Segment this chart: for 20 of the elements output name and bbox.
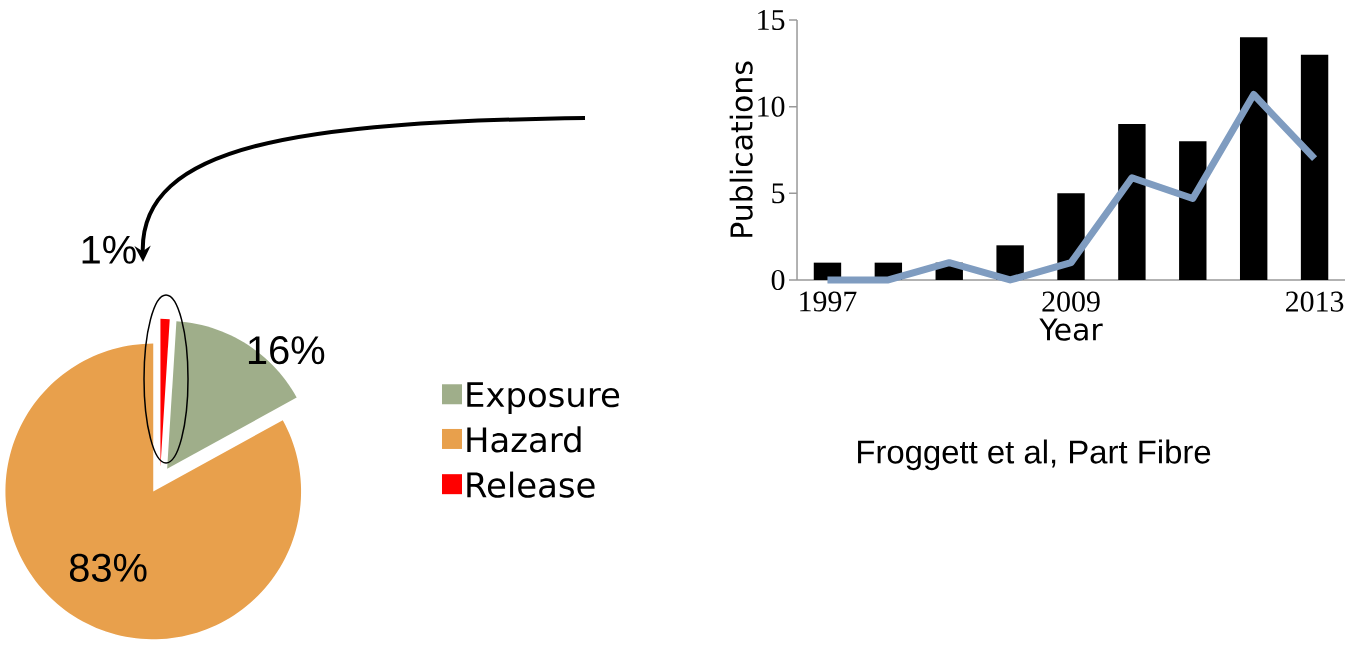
text: Froggett et al, Part Fibre <box>858 439 1211 471</box>
y-axis-title: Publications <box>729 61 753 237</box>
y-tick-label: 15 <box>758 9 785 30</box>
y-tick-label: 0 <box>771 269 785 291</box>
legend-label: Release <box>467 471 595 498</box>
legend-label: Exposure <box>467 382 620 414</box>
bar <box>1239 37 1268 280</box>
legend-label: Hazard <box>467 426 581 453</box>
x-axis-title: Year <box>1039 318 1103 341</box>
data-label: 16% <box>248 336 325 365</box>
x-tick-label: 2013 <box>1285 291 1344 312</box>
bar <box>1300 54 1329 280</box>
y-tick-label: 10 <box>758 96 785 117</box>
bar <box>1118 123 1146 280</box>
y-tick-label: 5 <box>772 183 785 204</box>
data-label: 1% <box>82 235 136 264</box>
x-tick-label: 2009 <box>1042 291 1100 312</box>
x-tick-label: 1997 <box>800 291 857 312</box>
data-label: 83% <box>69 553 147 582</box>
bar <box>1179 141 1207 280</box>
